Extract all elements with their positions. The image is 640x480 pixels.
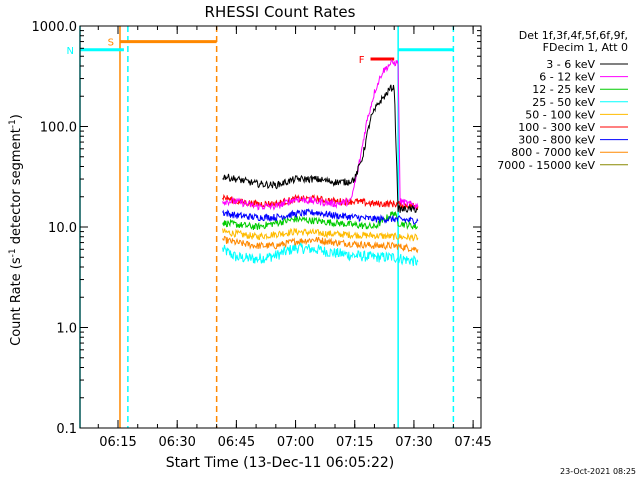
legend-entry: 7000 - 15000 keV — [497, 159, 595, 172]
x-axis-label: Start Time (13-Dec-11 06:05:22) — [166, 455, 394, 471]
series-line — [222, 227, 419, 242]
legend-entry: 800 - 7000 keV — [511, 146, 595, 159]
legend-header: FDecim 1, Att 0 — [543, 41, 628, 54]
plot-frame — [79, 25, 482, 429]
y-axis-label-mid: detector segment — [9, 128, 24, 248]
legend-entry: 12 - 25 keV — [532, 83, 595, 96]
x-tick-label: 06:15 — [99, 435, 136, 450]
interval-label: S — [108, 38, 114, 49]
x-tick-label: 06:45 — [218, 435, 255, 450]
legend-header: Det 1f,3f,4f,5f,6f,9f, — [519, 29, 628, 42]
legend-entry: 3 - 6 keV — [546, 58, 595, 71]
legend-entry: 6 - 12 keV — [539, 71, 595, 84]
x-tick-label: 07:30 — [395, 435, 432, 450]
y-axis-label-sup1: -1 — [8, 248, 18, 257]
y-axis-label-sup2: -1 — [8, 119, 18, 128]
y-axis-label-main: Count Rate (s — [9, 257, 24, 346]
chart-title: RHESSI Count Rates — [205, 3, 356, 21]
interval-label: F — [359, 55, 365, 66]
footer-date: 23-Oct-2021 08:25 — [560, 467, 636, 476]
legend-entry: 50 - 100 keV — [525, 108, 595, 121]
y-tick-label: 100.0 — [40, 121, 77, 136]
legend-entry: 100 - 300 keV — [518, 121, 595, 134]
x-tick-label: 07:00 — [277, 435, 314, 450]
y-tick-label: 0.1 — [56, 422, 77, 437]
x-tick-label: 07:15 — [336, 435, 373, 450]
data-series — [222, 59, 419, 267]
y-tick-label: 1.0 — [56, 322, 77, 337]
x-tick-label: 06:30 — [158, 435, 195, 450]
y-axis-label-end: ) — [9, 114, 24, 119]
series-line — [222, 235, 419, 254]
interval-bars: S N F — [67, 38, 454, 66]
x-tick-label: 07:45 — [454, 435, 491, 450]
y-tick-label: 1000.0 — [32, 20, 78, 35]
series-line — [222, 84, 418, 213]
legend-entry: 25 - 50 keV — [532, 96, 595, 109]
legend-entry: 300 - 800 keV — [518, 134, 595, 147]
y-tick-label: 10.0 — [48, 221, 77, 236]
axes: 0.1 1.0 10.0 100.0 1000.0 06:15 06:30 06:45 07:0… — [32, 20, 492, 450]
y-axis-label: Count Rate (s-1 detector segment-1) — [8, 114, 24, 346]
interval-label: N — [67, 46, 74, 57]
series-line — [222, 59, 419, 211]
series-line — [222, 208, 419, 225]
legend: Det 1f,3f,4f,5f,6f,9f,FDecim 1, Att 0 3 -… — [497, 29, 628, 172]
series-line — [222, 242, 419, 267]
